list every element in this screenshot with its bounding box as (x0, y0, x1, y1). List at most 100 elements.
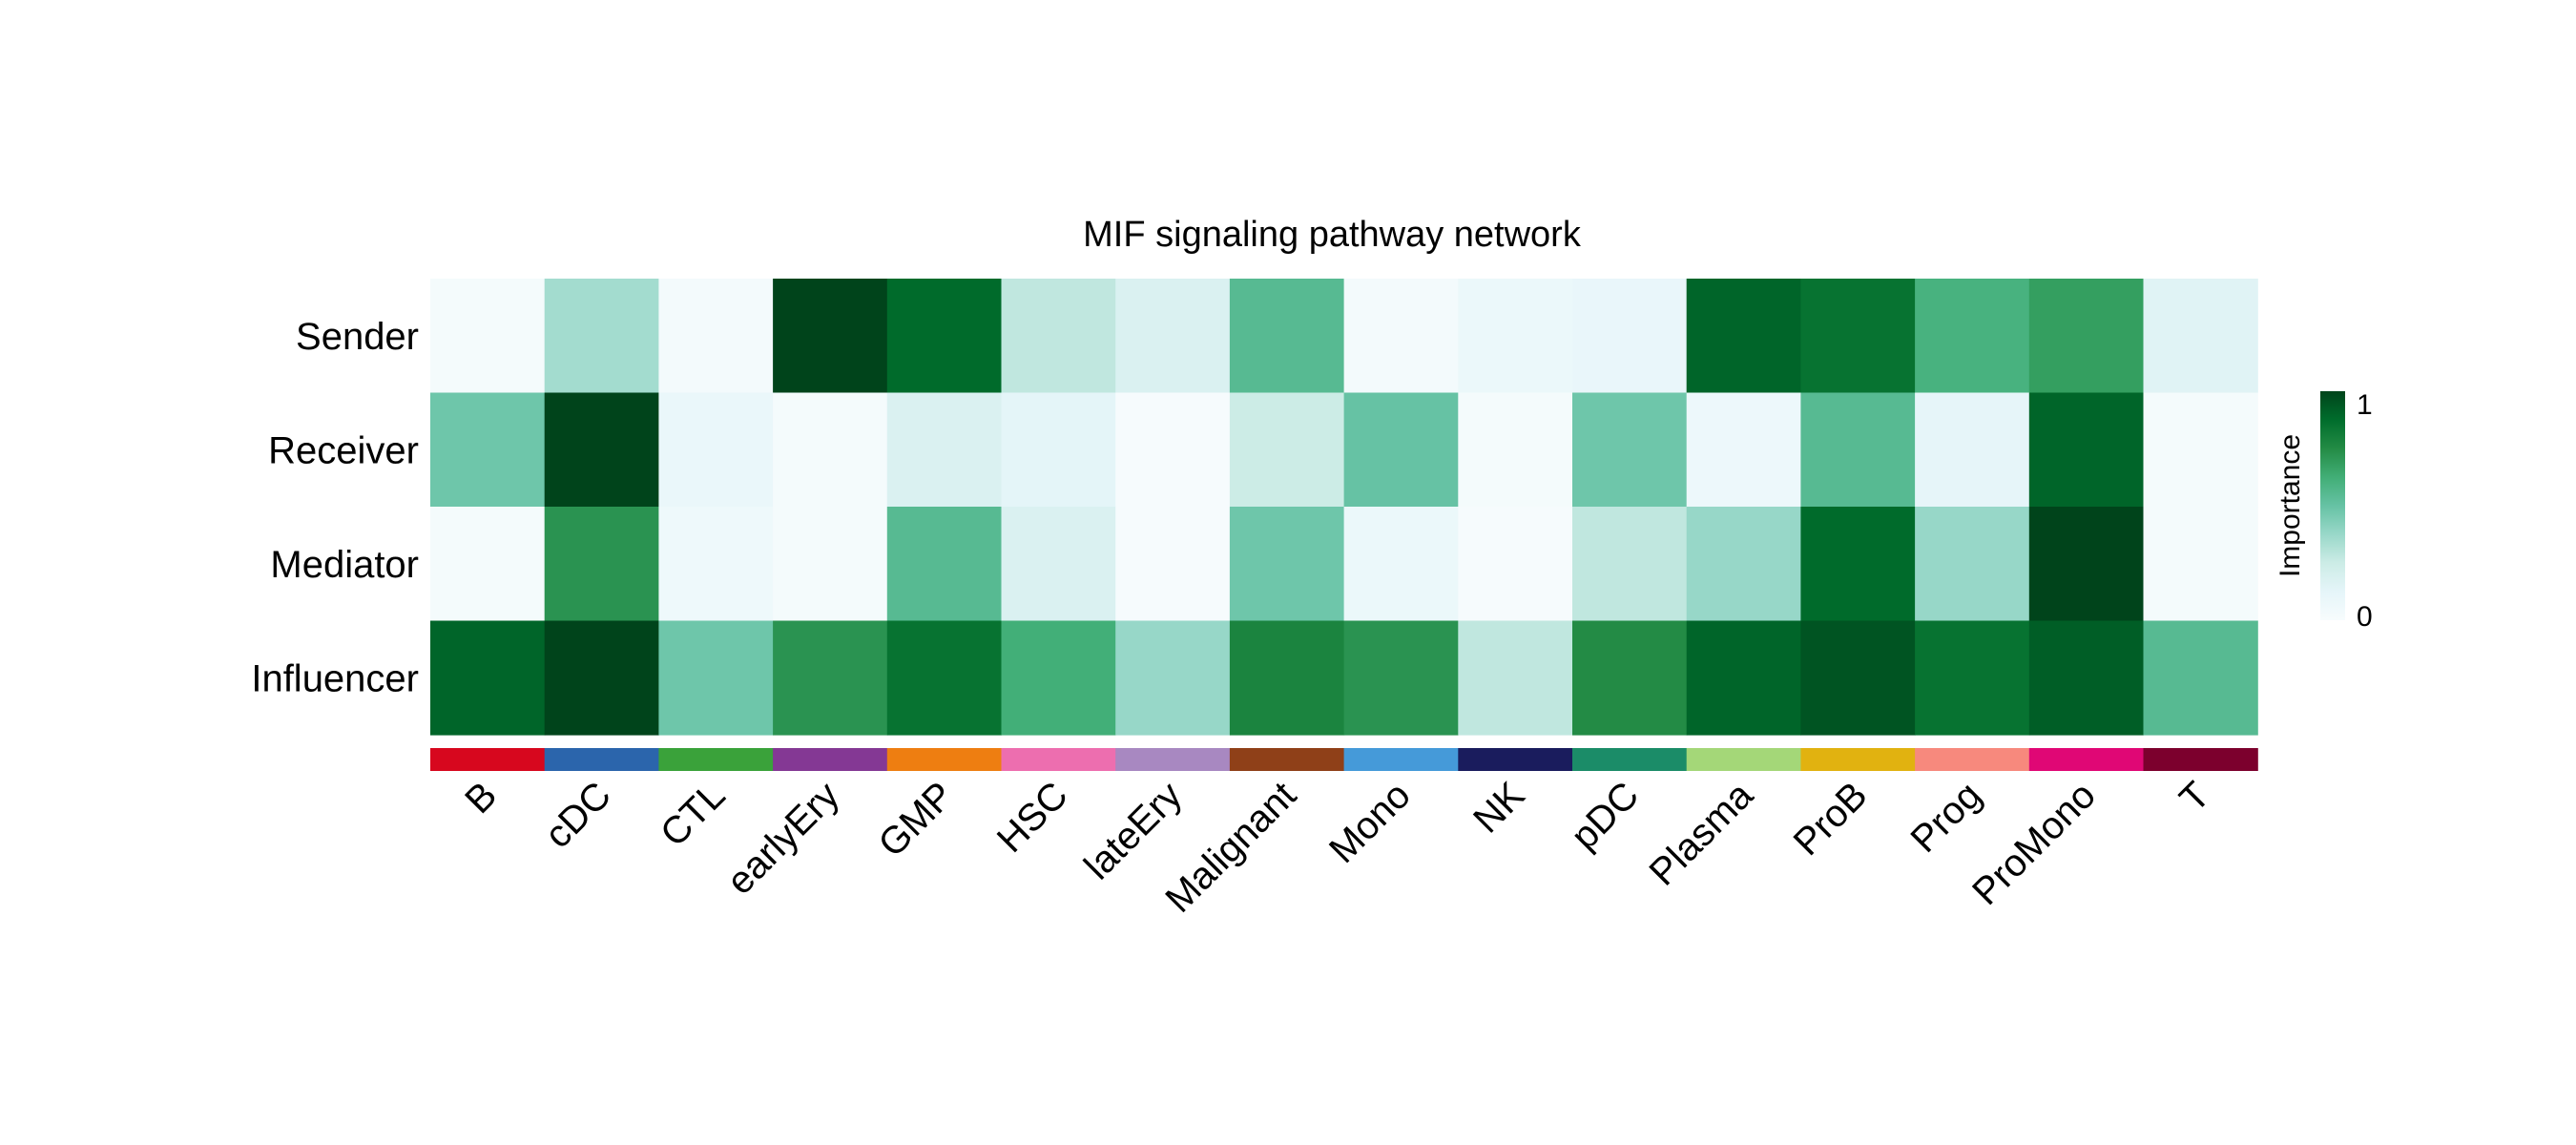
heatmap-cell-mediator-prog (1915, 507, 2030, 622)
cell-type-swatch-earlyery (773, 748, 888, 771)
cell-type-color-bar (430, 748, 2258, 771)
column-label-promono: ProMono (1964, 774, 2104, 913)
cell-type-swatch-cdc (544, 748, 659, 771)
column-label-lateery: lateEry (1076, 774, 1190, 887)
importance-legend: 1 0 Importance (2275, 389, 2373, 633)
heatmap-cell-receiver-malignant (1229, 392, 1345, 508)
cell-type-swatch-b (430, 748, 546, 771)
column-label-cdc: cDC (537, 774, 619, 856)
heatmap-cell-sender-b (430, 279, 546, 394)
legend-max-label: 1 (2357, 389, 2373, 421)
heatmap-cell-mediator-earlyery (773, 507, 888, 622)
heatmap-cell-receiver-earlyery (773, 392, 888, 508)
heatmap-cell-receiver-prob (1800, 392, 1916, 508)
row-label-sender: Sender (296, 316, 419, 358)
heatmap-cell-mediator-pdc (1572, 507, 1688, 622)
legend-min-label: 0 (2357, 601, 2373, 633)
heatmap-cell-sender-malignant (1229, 279, 1345, 394)
heatmap-cell-mediator-cdc (544, 507, 659, 622)
cell-type-swatch-mono (1343, 748, 1459, 771)
column-label-plasma: Plasma (1641, 774, 1761, 894)
cell-type-swatch-t (2143, 748, 2258, 771)
heatmap-cell-mediator-ctl (658, 507, 774, 622)
row-label-influencer: Influencer (251, 657, 419, 699)
heatmap-cell-sender-gmp (886, 279, 1003, 394)
heatmap-cell-receiver-b (430, 392, 546, 508)
heatmap-cell-influencer-pdc (1572, 620, 1688, 736)
heatmap-cell-influencer-mono (1343, 620, 1459, 736)
legend-color-bar (2320, 391, 2345, 620)
cell-type-swatch-gmp (886, 748, 1003, 771)
heatmap-cell-sender-hsc (1001, 279, 1116, 394)
column-label-nk: NK (1465, 774, 1533, 842)
row-labels: Sender Receiver Mediator Influencer (251, 316, 419, 700)
heatmap-cell-influencer-plasma (1686, 620, 1801, 736)
row-label-mediator: Mediator (270, 544, 419, 586)
heatmap-cell-sender-earlyery (773, 279, 888, 394)
heatmap-cell-influencer-gmp (886, 620, 1003, 736)
heatmap-cell-receiver-mono (1343, 392, 1459, 508)
heatmap-cell-sender-pdc (1572, 279, 1688, 394)
heatmap-cell-sender-ctl (658, 279, 774, 394)
heatmap-cell-receiver-plasma (1686, 392, 1801, 508)
heatmap-cell-influencer-prob (1800, 620, 1916, 736)
heatmap-cell-influencer-b (430, 620, 546, 736)
heatmap-cell-sender-lateery (1115, 279, 1231, 394)
cell-type-swatch-promono (2028, 748, 2145, 771)
heatmap-cell-sender-promono (2028, 279, 2145, 394)
legend-title: Importance (2275, 434, 2306, 577)
heatmap-cell-sender-plasma (1686, 279, 1801, 394)
column-label-ctl: CTL (653, 774, 734, 855)
heatmap-cell-mediator-lateery (1115, 507, 1231, 622)
heatmap-cell-receiver-prog (1915, 392, 2030, 508)
column-label-prob: ProB (1786, 774, 1876, 864)
heatmap-cell-mediator-b (430, 507, 546, 622)
cell-type-swatch-prob (1800, 748, 1916, 771)
heatmap-cell-mediator-plasma (1686, 507, 1801, 622)
heatmap-cell-receiver-ctl (658, 392, 774, 508)
heatmap-cell-sender-mono (1343, 279, 1459, 394)
column-label-hsc: HSC (989, 774, 1076, 861)
heatmap-cell-receiver-lateery (1115, 392, 1231, 508)
heatmap-cell-receiver-gmp (886, 392, 1003, 508)
heatmap-cell-influencer-hsc (1001, 620, 1116, 736)
heatmap-cell-mediator-nk (1458, 507, 1573, 622)
heatmap-cell-influencer-earlyery (773, 620, 888, 736)
heatmap-cell-mediator-t (2143, 507, 2258, 622)
heatmap-cell-receiver-hsc (1001, 392, 1116, 508)
heatmap-cell-sender-t (2143, 279, 2258, 394)
heatmap-cell-sender-prog (1915, 279, 2030, 394)
heatmap-cell-influencer-promono (2028, 620, 2145, 736)
cell-type-swatch-ctl (658, 748, 774, 771)
heatmap-cell-influencer-cdc (544, 620, 659, 736)
cell-type-swatch-malignant (1229, 748, 1345, 771)
cell-type-swatch-lateery (1115, 748, 1231, 771)
heatmap-cell-mediator-prob (1800, 507, 1916, 622)
cell-type-swatch-prog (1915, 748, 2030, 771)
heatmap-cell-sender-prob (1800, 279, 1916, 394)
row-label-receiver: Receiver (268, 429, 419, 471)
heatmap-cell-receiver-cdc (544, 392, 659, 508)
heatmap-cell-sender-cdc (544, 279, 659, 394)
cell-type-swatch-hsc (1001, 748, 1116, 771)
heatmap-cell-influencer-ctl (658, 620, 774, 736)
heatmap-cell-receiver-promono (2028, 392, 2145, 508)
cell-type-swatch-nk (1458, 748, 1573, 771)
heatmap-cell-mediator-malignant (1229, 507, 1345, 622)
column-label-gmp: GMP (870, 774, 962, 865)
heatmap-cell-influencer-t (2143, 620, 2258, 736)
column-label-t: T (2171, 774, 2217, 820)
cell-type-swatch-plasma (1686, 748, 1801, 771)
heatmap-cell-mediator-promono (2028, 507, 2145, 622)
column-label-mono: Mono (1321, 774, 1419, 871)
heatmap-cell-influencer-prog (1915, 620, 2030, 736)
heatmap-cell-receiver-nk (1458, 392, 1573, 508)
column-label-prog: Prog (1902, 774, 1989, 861)
heatmap-cell-receiver-t (2143, 392, 2258, 508)
column-label-b: B (457, 774, 505, 822)
heatmap-cell-mediator-mono (1343, 507, 1459, 622)
column-label-earlyery: earlyEry (718, 774, 847, 903)
heatmap-cell-receiver-pdc (1572, 392, 1688, 508)
